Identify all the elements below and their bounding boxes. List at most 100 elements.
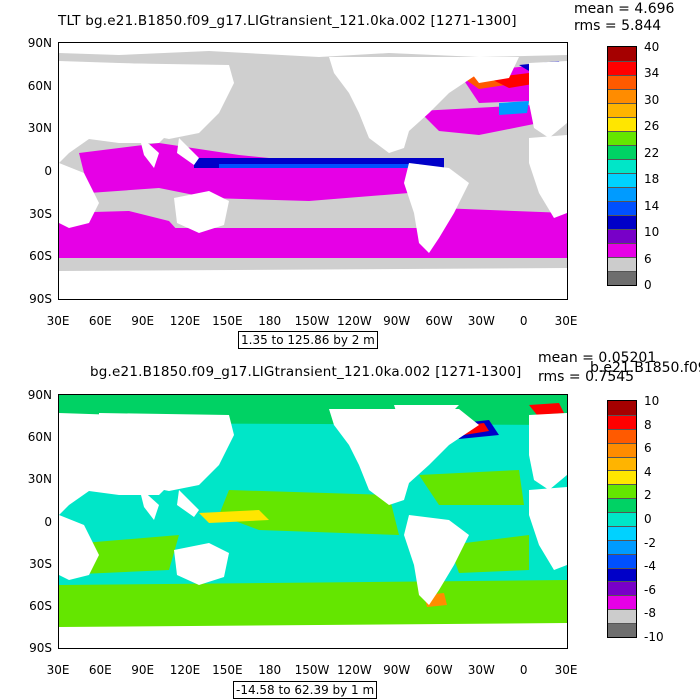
x-tick-label: 30W [467,663,495,677]
panel-title: TLT bg.e21.B1850.f09_g17.LIGtransient_12… [58,13,517,29]
y-tick-label: 30N [27,472,52,487]
colorbar-label: 0 [644,512,652,526]
colorbar-segment [608,159,636,173]
x-tick-label: 30E [554,663,578,677]
land-mask [59,405,567,648]
colorbar-label: 0 [644,278,652,292]
y-tick-label: 30S [29,556,52,571]
colorbar-segment [608,103,636,117]
level-range-box: 1.35 to 125.86 by 2 m [238,331,378,349]
colorbar-label: 6 [644,251,652,266]
x-tick-label: 150E [212,314,243,328]
x-tick-label: 0 [519,314,528,328]
colorbar-segment [608,553,636,568]
colorbar-segment [608,512,636,526]
colorbar-segment [608,470,636,485]
colorbar-segment [608,525,636,540]
map-frame [58,394,568,649]
colorbar-segment [608,229,636,243]
colorbar-label: 40 [644,40,660,54]
y-tick-label: 60S [29,598,52,613]
x-tick-label: 120W [336,663,372,677]
x-tick-label: 180 [258,663,282,677]
colorbar-segment [608,484,636,499]
x-tick-label: 120W [336,314,372,328]
x-tick-label: 150W [294,663,330,677]
colorbar-label: 34 [644,66,660,81]
panel-title: bg.e21.B1850.f09_g17.LIGtransient_121.0k… [90,364,522,380]
y-tick-label: 60N [27,430,52,445]
x-tick-label: 0 [519,663,528,677]
colorbar-segment [608,145,636,159]
colorbar-segment [608,442,636,457]
colorbar-segment [608,609,636,624]
x-tick-label: 120E [169,663,201,677]
colorbar-segment [608,131,636,145]
y-tick-label: 60S [29,249,52,264]
x-tick-label: 60W [425,663,453,677]
level-range-box: -14.58 to 62.39 by 1 m [233,681,378,699]
x-tick-label: 120E [169,314,201,328]
map-plot [59,395,567,648]
x-tick-label: 150E [212,663,243,677]
colorbar-label: 10 [644,225,660,240]
colorbar-label: 6 [644,441,652,456]
colorbar-segment [608,271,636,285]
colorbar-segment [608,89,636,103]
colorbar-label: -10 [644,630,664,644]
colorbar-label: 8 [644,417,652,432]
colorbar-label: 30 [644,92,660,107]
mean-stat: mean = 4.696 [574,1,675,17]
y-tick-label: 90N [27,36,52,50]
x-tick-label: 90W [383,314,411,328]
colorbar-label: 2 [644,488,652,503]
colorbar-segment [608,75,636,89]
colorbar-label: -2 [644,535,656,550]
colorbar-label: 18 [644,172,660,187]
colorbar-label: 4 [644,464,652,479]
y-tick-label: 90S [29,292,52,306]
y-tick-label: 30S [29,206,52,221]
colorbar [607,46,637,286]
colorbar-segment [608,243,636,257]
x-tick-label: 60E [88,663,112,677]
map-frame [58,42,568,300]
colorbar-label: 22 [644,145,660,160]
colorbar-label: -8 [644,606,656,621]
colorbar-segment [608,623,636,637]
x-tick-label: 90E [131,663,155,677]
x-tick-label: 90E [131,314,155,328]
colorbar-label: -4 [644,559,656,574]
colorbar-label: -6 [644,582,656,597]
x-tick-label: 30E [46,314,70,328]
y-tick-label: 90N [27,388,52,402]
x-tick-label: 150W [294,314,330,328]
colorbar-segment [608,61,636,75]
colorbar [607,400,637,638]
colorbar-segment [608,215,636,229]
ocean-anomaly-fields [59,395,567,630]
colorbar-segment [608,257,636,271]
land-mask [59,43,567,299]
colorbar-segment [608,47,636,61]
colorbar-label: 26 [644,119,660,134]
x-tick-label: 30W [467,314,495,328]
map-plot [59,43,567,299]
mean-stat: mean = 0.05201 [538,350,657,366]
y-tick-label: 0 [44,164,52,178]
colorbar-segment [608,567,636,582]
rms-stat: rms = 0.7545 [538,369,635,385]
colorbar-segment [608,117,636,131]
rms-stat: rms = 5.844 [574,18,662,34]
colorbar-segment [608,401,636,415]
x-tick-label: 30E [46,663,70,677]
colorbar-segment [608,428,636,443]
y-tick-label: 30N [27,121,52,136]
overlap-text: b.e21.B1850.f09 [590,360,700,376]
colorbar-segment [608,581,636,596]
colorbar-segment [608,173,636,187]
colorbar-segment [608,187,636,201]
y-tick-label: 60N [27,78,52,93]
x-tick-label: 60E [88,314,112,328]
colorbar-segment [608,201,636,215]
